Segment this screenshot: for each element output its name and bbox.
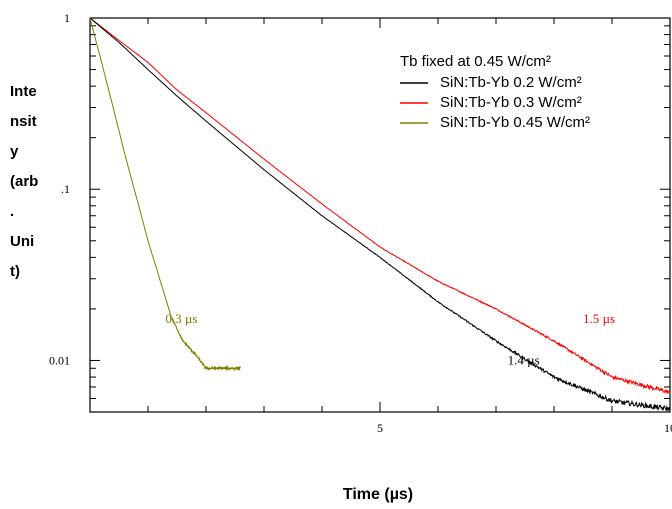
y-axis-label-line: nsit [10, 113, 37, 130]
annotations: 1.4 µs 1.5 µs 0.3 µs [165, 311, 615, 367]
axes: 5 10 1 .1 0.01 [49, 11, 672, 435]
legend-entry: SiN:Tb-Yb 0.3 W/cm² [440, 94, 582, 111]
legend-entry: SiN:Tb-Yb 0.2 W/cm² [440, 74, 582, 91]
lifetime-label-1: 1.4 µs [508, 352, 540, 367]
lifetime-label-2: 1.5 µs [583, 311, 615, 326]
series-layer [89, 17, 671, 412]
x-tick-label: 5 [377, 421, 383, 435]
legend-title: Tb fixed at 0.45 W/cm² [400, 53, 551, 70]
y-axis-label-line: (arb [10, 173, 39, 190]
y-axis-label-line: Uni [10, 233, 35, 250]
legend: Tb fixed at 0.45 W/cm² SiN:Tb-Yb 0.2 W/cm… [400, 53, 590, 131]
y-tick-label: 0.01 [49, 353, 70, 367]
series-line-3 [89, 17, 242, 372]
y-tick-label: 1 [64, 11, 70, 25]
legend-entry: SiN:Tb-Yb 0.45 W/cm² [440, 114, 590, 131]
x-tick-label: 10 [664, 421, 672, 435]
y-axis-label-line: t) [10, 263, 20, 280]
x-axis-label: Time (µs) [343, 486, 413, 503]
series-line-1 [89, 17, 671, 412]
y-axis-label-line: y [10, 143, 19, 160]
series-line-2 [89, 17, 671, 395]
y-tick-label: .1 [61, 182, 70, 196]
plot-frame [89, 17, 671, 413]
y-axis-label-line: . [10, 203, 15, 220]
y-axis-label-line: Inte [10, 83, 37, 100]
lifetime-label-3: 0.3 µs [165, 311, 197, 326]
